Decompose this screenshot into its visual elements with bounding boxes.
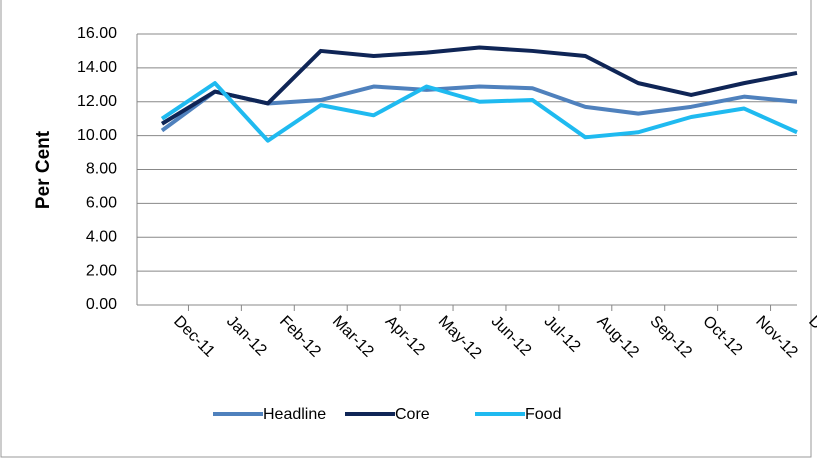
- y-tick-label: 12.00: [77, 93, 117, 110]
- series-line: [160, 81, 798, 143]
- y-tick-label: 4.00: [86, 228, 117, 245]
- y-tick-label: 14.00: [77, 59, 117, 76]
- y-axis-label: Per Cent: [33, 130, 54, 209]
- y-tick-label: 16.00: [77, 25, 117, 42]
- series-line: [160, 45, 798, 126]
- legend-label: Headline: [263, 406, 326, 423]
- y-tick-label: 8.00: [86, 161, 117, 178]
- y-tick-label: 0.00: [86, 296, 117, 313]
- y-tick-label: 2.00: [86, 262, 117, 279]
- legend-label: Food: [525, 406, 561, 423]
- y-tick-label: 6.00: [86, 195, 117, 212]
- y-tick-label: 10.00: [77, 127, 117, 144]
- legend-label: Core: [395, 406, 430, 423]
